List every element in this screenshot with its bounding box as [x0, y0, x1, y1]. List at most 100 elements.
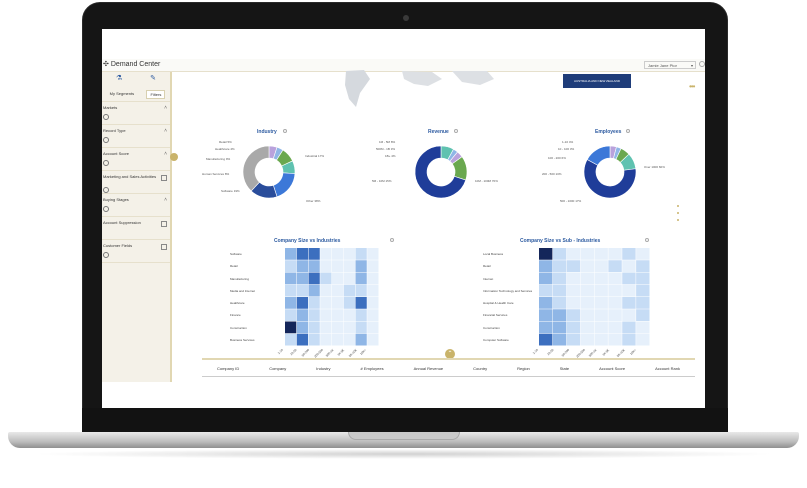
- add-icon[interactable]: [103, 137, 109, 143]
- table-column-header[interactable]: Annual Revenue: [413, 365, 444, 371]
- heatmap-cell[interactable]: [636, 272, 650, 285]
- heatmap-cell[interactable]: [636, 248, 650, 260]
- table-column-header[interactable]: Company ID: [216, 365, 240, 371]
- heatmap-cell[interactable]: [308, 272, 320, 285]
- heatmap-cell[interactable]: [332, 284, 344, 297]
- user-dropdown[interactable]: Jamie Jane Ptor: [644, 61, 696, 70]
- heatmap-cell[interactable]: [539, 297, 553, 309]
- heatmap-cell[interactable]: [320, 248, 332, 260]
- heatmap-cell[interactable]: [552, 297, 567, 309]
- donut-slice[interactable]: [609, 145, 617, 159]
- heatmap-cell[interactable]: [622, 248, 636, 260]
- heatmap-cell[interactable]: [539, 333, 553, 346]
- heatmap-cell[interactable]: [296, 321, 308, 334]
- heatmap-cell[interactable]: [320, 272, 332, 285]
- heatmap-cell[interactable]: [608, 260, 622, 272]
- heatmap-cell[interactable]: [343, 272, 355, 285]
- heatmap-cell[interactable]: [636, 309, 650, 321]
- heatmap-cell[interactable]: [622, 284, 636, 297]
- heatmap-cell[interactable]: [552, 248, 567, 260]
- heatmap-cell[interactable]: [308, 297, 320, 309]
- heatmap-cell[interactable]: [320, 260, 332, 272]
- heatmap-cell[interactable]: [566, 297, 581, 309]
- heatmap-cell[interactable]: [566, 321, 581, 334]
- donut-slice[interactable]: [281, 160, 296, 174]
- donut-slice[interactable]: [583, 159, 637, 199]
- heatmap-cell[interactable]: [355, 309, 367, 321]
- heatmap-cell[interactable]: [539, 284, 553, 297]
- heatmap-cell[interactable]: [552, 309, 567, 321]
- heatmap-cell[interactable]: [343, 309, 355, 321]
- heatmap-cell[interactable]: [332, 272, 344, 285]
- donut-slice[interactable]: [414, 145, 467, 199]
- filter-customer-fields[interactable]: Customer Fields: [102, 240, 170, 263]
- donut-slice[interactable]: [272, 146, 284, 161]
- info-icon[interactable]: [454, 129, 458, 133]
- heatmap-cell[interactable]: [355, 333, 367, 346]
- info-icon[interactable]: [390, 238, 394, 242]
- heatmap-cell[interactable]: [332, 297, 344, 309]
- donut-slice[interactable]: [276, 149, 293, 167]
- heatmap-cell[interactable]: [355, 297, 367, 309]
- heatmap-cell[interactable]: [285, 297, 297, 309]
- heatmap-cell[interactable]: [367, 284, 379, 297]
- donut-slice[interactable]: [615, 148, 630, 163]
- add-icon[interactable]: [103, 187, 109, 193]
- heatmap-cell[interactable]: [367, 309, 379, 321]
- heatmap-cell[interactable]: [636, 284, 650, 297]
- filter-account-score[interactable]: Account Score ˄: [102, 148, 170, 171]
- heatmap-cell[interactable]: [566, 260, 581, 272]
- info-icon[interactable]: [283, 129, 287, 133]
- table-column-header[interactable]: Region: [517, 365, 530, 371]
- heatmap-cell[interactable]: [355, 272, 367, 285]
- heatmap-cell[interactable]: [320, 321, 332, 334]
- heatmap-cell[interactable]: [320, 284, 332, 297]
- heatmap-cell[interactable]: [308, 260, 320, 272]
- info-icon[interactable]: [626, 129, 630, 133]
- heatmap-cell[interactable]: [552, 272, 567, 285]
- table-column-header[interactable]: # Employees: [360, 365, 384, 371]
- heatmap-cell[interactable]: [296, 248, 308, 260]
- heatmap-cell[interactable]: [367, 248, 379, 260]
- checkbox[interactable]: [161, 244, 167, 250]
- filter-record-type[interactable]: Record Type ˄: [102, 125, 170, 148]
- heatmap-cell[interactable]: [608, 309, 622, 321]
- heatmap-cell[interactable]: [539, 260, 553, 272]
- heatmap-cell[interactable]: [580, 297, 594, 309]
- heatmap-cell[interactable]: [343, 333, 355, 346]
- heatmap-cell[interactable]: [285, 309, 297, 321]
- heatmap-cell[interactable]: [552, 284, 567, 297]
- donut-slice[interactable]: [447, 148, 458, 162]
- heatmap-cell[interactable]: [355, 284, 367, 297]
- filter-markets[interactable]: Markets ˄: [102, 102, 170, 125]
- donut-slice[interactable]: [272, 172, 296, 198]
- checkbox[interactable]: [161, 175, 167, 181]
- heatmap-cell[interactable]: [594, 260, 608, 272]
- table-column-header[interactable]: State: [559, 365, 570, 371]
- heatmap-cell[interactable]: [296, 260, 308, 272]
- heatmap-cell[interactable]: [622, 260, 636, 272]
- donut-slice[interactable]: [451, 156, 468, 181]
- table-column-header[interactable]: Account Score: [599, 365, 626, 371]
- heatmap-cell[interactable]: [608, 284, 622, 297]
- heatmap-cell[interactable]: [566, 272, 581, 285]
- sidebar-toggle-handle[interactable]: [170, 153, 178, 161]
- add-icon[interactable]: [103, 252, 109, 258]
- heatmap-cell[interactable]: [580, 309, 594, 321]
- heatmap-cell[interactable]: [580, 321, 594, 334]
- heatmap-cell[interactable]: [332, 321, 344, 334]
- chevron-up-icon[interactable]: ˄: [164, 151, 167, 157]
- heatmap-cell[interactable]: [566, 333, 581, 346]
- heatmap-cell[interactable]: [343, 260, 355, 272]
- heatmap-cell[interactable]: [622, 333, 636, 346]
- heatmap-cell[interactable]: [343, 297, 355, 309]
- heatmap-cell[interactable]: [296, 297, 308, 309]
- heatmap-cell[interactable]: [580, 284, 594, 297]
- edit-icon[interactable]: ✎: [150, 75, 157, 82]
- heatmap-cell[interactable]: [367, 260, 379, 272]
- heatmap-cell[interactable]: [594, 321, 608, 334]
- heatmap-cell[interactable]: [566, 309, 581, 321]
- heatmap-cell[interactable]: [285, 272, 297, 285]
- heatmap-cell[interactable]: [285, 333, 297, 346]
- heatmap-cell[interactable]: [608, 297, 622, 309]
